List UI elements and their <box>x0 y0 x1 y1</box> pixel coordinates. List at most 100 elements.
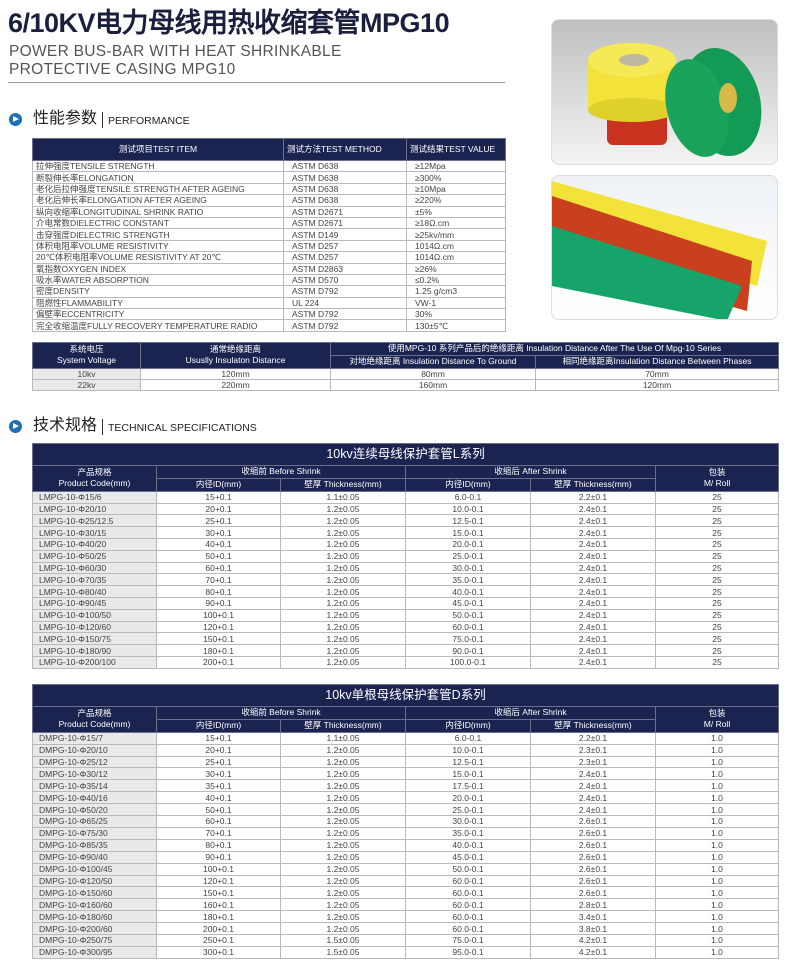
after-id: 20.0-0.1 <box>405 791 531 805</box>
test-value: 130±5℃ <box>406 319 506 332</box>
table-row: 10kv 120mm 80mm 70mm <box>32 367 779 380</box>
table-row: LMPG-10-Φ30/15 30+0.1 1.2±0.05 15.0-0.1 2.4±… <box>32 526 780 540</box>
product-code: DMPG-10-Φ20/10 <box>32 743 157 757</box>
column-header-test-item: 测试项目TEST ITEM <box>32 138 284 161</box>
after-id: 35.0-0.1 <box>405 826 531 840</box>
packing: 1.0 <box>655 874 779 888</box>
after-id: 100.0-0.1 <box>405 656 531 669</box>
before-id: 120+0.1 <box>156 874 281 888</box>
product-code: DMPG-10-Φ40/16 <box>32 791 157 805</box>
after-thickness: 2.4±0.1 <box>530 803 656 817</box>
before-id: 300+0.1 <box>156 945 281 959</box>
packing: 1.0 <box>655 945 779 959</box>
after-thickness: 2.4±0.1 <box>530 526 656 540</box>
test-item: 完全收缩温度FULLY RECOVERY TEMPERATURE RADIO <box>32 319 284 332</box>
separator <box>102 418 104 435</box>
table-row: 击穿强度DIELECTRIC STRENGTH ASTM D149 ≥25kv/mm <box>32 228 506 241</box>
packing: 25 <box>654 585 780 599</box>
test-method: ASTM D570 <box>283 273 407 287</box>
test-item: 断裂伸长率ELONGATION <box>32 171 284 184</box>
table-row: LMPG-10-Φ150/75 150+0.1 1.2±0.05 75.0-0.1 2.… <box>32 632 780 646</box>
usual-distance: 120mm <box>140 367 331 380</box>
table-row: LMPG-10-Φ40/20 40+0.1 1.2±0.05 20.0-0.1 2.4±… <box>32 538 780 551</box>
table-row: LMPG-10-Φ100/50 100+0.1 1.2±0.05 50.0-0.1 2.… <box>32 608 780 622</box>
after-id: 25.0-0.1 <box>405 549 531 563</box>
table-row: LMPG-10-Φ25/12.5 25+0.1 1.2±0.05 12.5-0.1 2.… <box>32 514 780 528</box>
product-code: LMPG-10-Φ50/25 <box>32 549 157 563</box>
test-item: 老化后伸长率ELONGATION AFTER AGEING <box>32 194 284 207</box>
section-title-en: TECHNICAL SPECIFICATIONS <box>108 421 257 434</box>
packing: 1.0 <box>655 862 779 876</box>
table-row: 偏壁率ECCENTRICITY ASTM D792 30% <box>32 308 506 321</box>
before-id: 30+0.1 <box>156 767 281 781</box>
table-row: LMPG-10-Φ80/40 80+0.1 1.2±0.05 40.0-0.1 2.4±… <box>32 585 780 599</box>
test-item: 偏壁率ECCENTRICITY <box>32 308 284 321</box>
packing: 1.0 <box>655 850 779 864</box>
before-thickness: 1.2±0.05 <box>280 573 406 587</box>
before-thickness: 1.2±0.05 <box>280 886 406 900</box>
test-method: ASTM D257 <box>283 251 407 264</box>
before-thickness: 1.2±0.05 <box>280 620 406 634</box>
test-method: ASTM D638 <box>283 171 407 184</box>
product-code: DMPG-10-Φ30/12 <box>32 767 157 781</box>
after-thickness: 2.3±0.1 <box>530 755 656 769</box>
l-series-spec-table: 10kv连续母线保护套管L系列 产品规格 Product Code(mm) 收缩前… <box>31 442 780 669</box>
heat-shrink-tubes-illustration <box>552 181 767 319</box>
before-thickness: 1.2±0.05 <box>280 838 406 852</box>
test-value: ±5% <box>406 205 506 218</box>
before-thickness: 1.2±0.05 <box>280 561 406 575</box>
test-value: ≥300% <box>406 171 506 184</box>
product-code: LMPG-10-Φ15/6 <box>32 490 157 504</box>
table-row: DMPG-10-Φ20/10 20+0.1 1.2±0.05 10.0-0.1 2.3±… <box>32 743 779 757</box>
product-code: DMPG-10-Φ50/20 <box>32 803 157 817</box>
test-value: ≤0.2% <box>406 273 506 287</box>
after-thickness: 2.6±0.1 <box>530 886 656 900</box>
distance-to-ground: 160mm <box>330 378 536 391</box>
before-id: 50+0.1 <box>156 803 281 817</box>
table-row: DMPG-10-Φ250/75 250+0.1 1.5±0.05 75.0-0.1 4.… <box>32 933 779 947</box>
table-row: 20℃体积电阻率VOLUME RESISTIVITY AT 20℃ ASTM D2… <box>32 251 506 264</box>
column-header-before-id: 内径ID(mm) <box>156 718 281 733</box>
packing: 25 <box>654 538 780 551</box>
test-value: ≥10Mpa <box>406 182 506 196</box>
heat-shrink-rolls-illustration <box>588 43 762 157</box>
test-item: 20℃体积电阻率VOLUME RESISTIVITY AT 20℃ <box>32 251 284 264</box>
before-id: 100+0.1 <box>156 862 281 876</box>
test-item: 密度DENSITY <box>32 285 284 298</box>
column-header-packing: 包装 M/ Roll <box>655 705 779 733</box>
table-row: 密度DENSITY ASTM D792 1.25 g/cm3 <box>32 285 506 298</box>
before-thickness: 1.2±0.05 <box>280 549 406 563</box>
after-id: 6.0-0.1 <box>405 731 531 745</box>
packing: 25 <box>654 490 780 504</box>
performance-table: 测试项目TEST ITEM 测试方法TEST METHOD 测试结果TEST V… <box>32 138 506 332</box>
after-id: 30.0-0.1 <box>405 815 531 828</box>
before-id: 120+0.1 <box>156 620 281 634</box>
column-header-to-ground: 对地绝缘距离 Insulation Distance To Ground <box>330 354 536 369</box>
column-header-system-voltage: 系统电压 System Voltage <box>32 341 141 369</box>
column-header-after-thickness: 壁厚 Thickness(mm) <box>530 477 656 492</box>
test-method: ASTM D257 <box>283 239 407 253</box>
product-code: DMPG-10-Φ65/25 <box>32 815 157 828</box>
after-id: 75.0-0.1 <box>405 632 531 646</box>
after-thickness: 2.4±0.1 <box>530 608 656 622</box>
before-id: 25+0.1 <box>156 514 281 528</box>
after-id: 10.0-0.1 <box>405 743 531 757</box>
column-header-product-code: 产品规格 Product Code(mm) <box>32 464 157 492</box>
before-id: 160+0.1 <box>156 898 281 912</box>
test-method: ASTM D792 <box>283 319 407 332</box>
before-thickness: 1.2±0.05 <box>280 826 406 840</box>
before-thickness: 1.2±0.05 <box>280 514 406 528</box>
column-header-after-use: 使用MPG-10 系列产品后的绝缘距离 Insulation Distance … <box>330 341 779 356</box>
test-method: ASTM D638 <box>283 194 407 207</box>
header-cn: 通常绝缘距离 <box>209 344 261 355</box>
packing: 1.0 <box>655 779 779 793</box>
after-id: 25.0-0.1 <box>405 803 531 817</box>
test-item: 氧指数OXYGEN INDEX <box>32 262 284 275</box>
before-thickness: 1.2±0.05 <box>280 632 406 646</box>
table-row: LMPG-10-Φ120/60 120+0.1 1.2±0.05 60.0-0.1 2.… <box>32 620 780 634</box>
packing: 1.0 <box>655 755 779 769</box>
after-thickness: 2.2±0.1 <box>530 731 656 745</box>
packing: 25 <box>654 573 780 587</box>
column-header-before-shrink: 收缩前 Before Shrink <box>156 705 406 720</box>
header-en: Product Code(mm) <box>58 478 131 489</box>
